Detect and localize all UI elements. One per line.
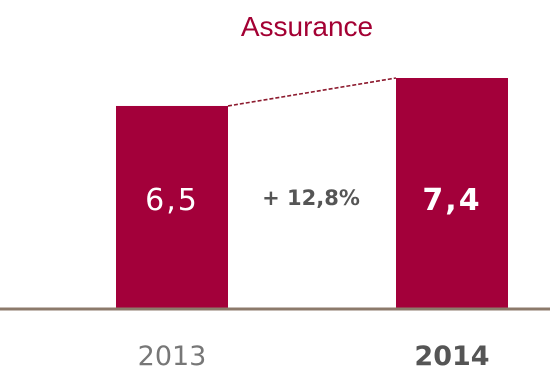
category-labels: 2013 2014 [138, 341, 490, 367]
growth-connector-line [227, 77, 397, 107]
category-label-2014: 2014 [414, 341, 489, 367]
bars-group: 6,5 7,4 [116, 78, 508, 308]
chart-title: Assurance [241, 11, 373, 42]
bar-2013 [116, 105, 228, 308]
category-label-2013: 2013 [138, 341, 207, 367]
bar-value-label-2014: 7,4 [422, 183, 481, 218]
bar-value-label-2013: 6,5 [145, 183, 199, 218]
growth-label: + 12,8% [262, 186, 360, 210]
bar-2014 [396, 78, 508, 308]
